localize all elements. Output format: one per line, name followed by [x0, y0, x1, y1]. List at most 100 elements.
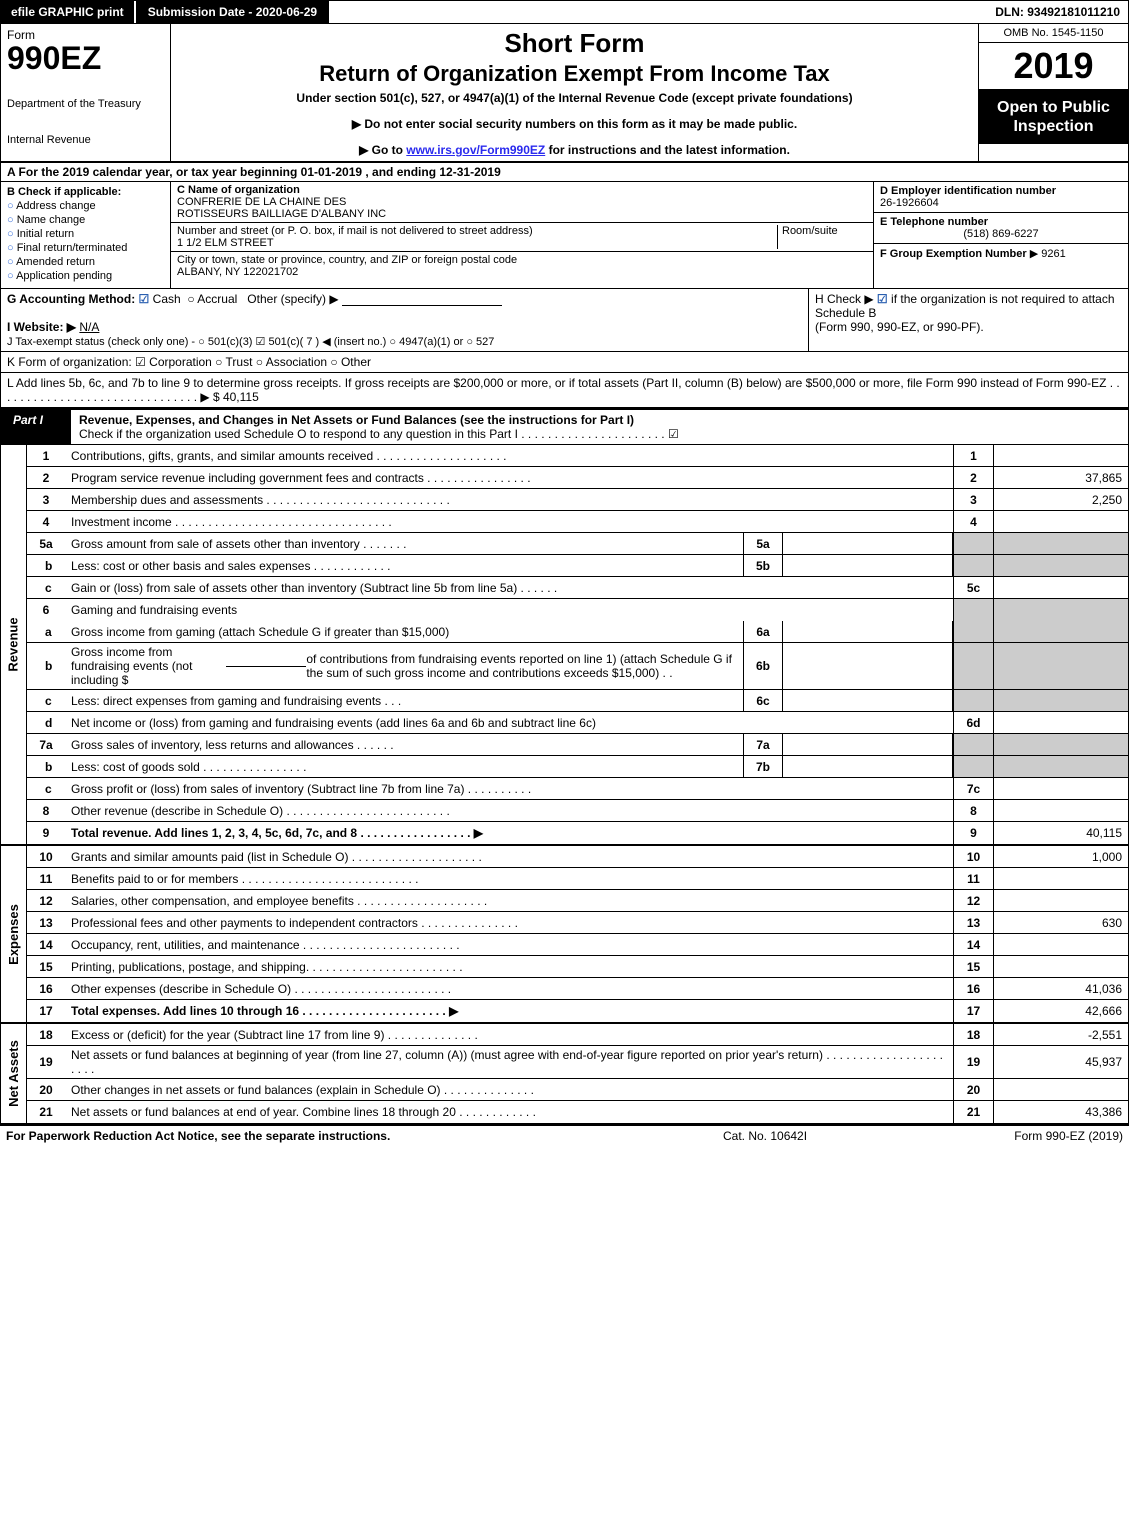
- footer: For Paperwork Reduction Act Notice, see …: [0, 1125, 1129, 1146]
- ein-label: D Employer identification number: [880, 185, 1122, 197]
- line-5a: 5a Gross amount from sale of assets othe…: [27, 533, 1128, 555]
- l6-rn-shade: [953, 599, 993, 621]
- l19-desc: Net assets or fund balances at beginning…: [65, 1046, 953, 1078]
- l5a-rn-shade: [953, 533, 993, 554]
- goto-pre: ▶ Go to: [359, 143, 406, 157]
- part-i-subtitle: Check if the organization used Schedule …: [79, 427, 679, 441]
- l5b-rn-shade: [953, 555, 993, 576]
- part-i-tag: Part I: [1, 410, 71, 444]
- chk-final-return[interactable]: Final return/terminated: [7, 242, 164, 254]
- l1-rn: 1: [953, 445, 993, 466]
- l16-desc: Other expenses (describe in Schedule O) …: [65, 978, 953, 999]
- l18-rv: -2,551: [993, 1024, 1128, 1045]
- l8-desc: Other revenue (describe in Schedule O) .…: [65, 800, 953, 821]
- l5b-mv: [783, 555, 953, 576]
- l2-rv: 37,865: [993, 467, 1128, 488]
- line-8: 8 Other revenue (describe in Schedule O)…: [27, 800, 1128, 822]
- line-19: 19 Net assets or fund balances at beginn…: [27, 1046, 1128, 1079]
- g-cash[interactable]: Cash: [153, 292, 181, 306]
- l6-rv-shade: [993, 599, 1128, 621]
- l21-rn: 21: [953, 1101, 993, 1123]
- line-11: 11 Benefits paid to or for members . . .…: [27, 868, 1128, 890]
- l6b-rv-shade: [993, 643, 1128, 689]
- l15-rv: [993, 956, 1128, 977]
- goto-post: for instructions and the latest informat…: [545, 143, 790, 157]
- side-revenue: Revenue: [1, 445, 27, 844]
- l6b-rn-shade: [953, 643, 993, 689]
- ein-block: D Employer identification number 26-1926…: [874, 182, 1128, 213]
- chk-amended-return[interactable]: Amended return: [7, 256, 164, 268]
- line-6: 6 Gaming and fundraising events: [27, 599, 1128, 621]
- l5b-desc: Less: cost or other basis and sales expe…: [65, 555, 743, 576]
- header-center: Short Form Return of Organization Exempt…: [171, 24, 978, 161]
- l1-num: 1: [27, 445, 65, 466]
- line-14: 14 Occupancy, rent, utilities, and maint…: [27, 934, 1128, 956]
- l6a-rn-shade: [953, 621, 993, 642]
- l5a-mv: [783, 533, 953, 554]
- efile-print-button[interactable]: efile GRAPHIC print: [1, 1, 136, 23]
- col-c: C Name of organization CONFRERIE DE LA C…: [171, 182, 873, 288]
- l18-rn: 18: [953, 1024, 993, 1045]
- l4-rn: 4: [953, 511, 993, 532]
- l5b-rv-shade: [993, 555, 1128, 576]
- line-1: 1 Contributions, gifts, grants, and simi…: [27, 445, 1128, 467]
- l20-num: 20: [27, 1079, 65, 1100]
- l11-num: 11: [27, 868, 65, 889]
- irs-link[interactable]: www.irs.gov/Form990EZ: [406, 143, 545, 157]
- phone-block: E Telephone number (518) 869-6227: [874, 213, 1128, 244]
- l3-desc: Membership dues and assessments . . . . …: [65, 489, 953, 510]
- city-value: ALBANY, NY 122021702: [177, 266, 867, 278]
- ein-value: 26-1926604: [880, 197, 1122, 209]
- form-header: Form 990EZ Department of the Treasury In…: [0, 24, 1129, 163]
- l15-desc: Printing, publications, postage, and shi…: [65, 956, 953, 977]
- row-l-value: ▶ $ 40,115: [200, 390, 258, 404]
- chk-name-change[interactable]: Name change: [7, 214, 164, 226]
- side-netassets: Net Assets: [1, 1024, 27, 1123]
- l12-rn: 12: [953, 890, 993, 911]
- g-other[interactable]: Other (specify) ▶: [247, 292, 338, 306]
- chk-initial-return[interactable]: Initial return: [7, 228, 164, 240]
- l7b-mn: 7b: [743, 756, 783, 777]
- l7c-rv: [993, 778, 1128, 799]
- line-18: 18 Excess or (deficit) for the year (Sub…: [27, 1024, 1128, 1046]
- row-j: J Tax-exempt status (check only one) - ○…: [7, 336, 494, 348]
- l17-num: 17: [27, 1000, 65, 1022]
- l3-rn: 3: [953, 489, 993, 510]
- l21-rv: 43,386: [993, 1101, 1128, 1123]
- h-text1: H Check ▶: [815, 292, 874, 306]
- l1-rv: [993, 445, 1128, 466]
- row-l-text: L Add lines 5b, 6c, and 7b to line 9 to …: [7, 376, 1120, 404]
- l6-desc: Gaming and fundraising events: [65, 599, 953, 621]
- l5b-num: b: [27, 555, 65, 576]
- chk-address-change[interactable]: Address change: [7, 200, 164, 212]
- l7a-mv: [783, 734, 953, 755]
- line-6c: c Less: direct expenses from gaming and …: [27, 690, 1128, 712]
- city-label: City or town, state or province, country…: [177, 254, 867, 266]
- l12-num: 12: [27, 890, 65, 911]
- row-k: K Form of organization: ☑ Corporation ○ …: [0, 352, 1129, 373]
- footer-left: For Paperwork Reduction Act Notice, see …: [6, 1129, 723, 1143]
- l18-num: 18: [27, 1024, 65, 1045]
- h-text3: (Form 990, 990-EZ, or 990-PF).: [815, 320, 984, 334]
- col-def: D Employer identification number 26-1926…: [873, 182, 1128, 288]
- g-accrual[interactable]: Accrual: [197, 292, 237, 306]
- l4-num: 4: [27, 511, 65, 532]
- l13-desc: Professional fees and other payments to …: [65, 912, 953, 933]
- l14-desc: Occupancy, rent, utilities, and maintena…: [65, 934, 953, 955]
- l16-rn: 16: [953, 978, 993, 999]
- l6d-num: d: [27, 712, 65, 733]
- l5a-num: 5a: [27, 533, 65, 554]
- footer-form: Form 990-EZ (2019): [923, 1129, 1123, 1143]
- line-7a: 7a Gross sales of inventory, less return…: [27, 734, 1128, 756]
- l7a-desc: Gross sales of inventory, less returns a…: [65, 734, 743, 755]
- l17-rv: 42,666: [993, 1000, 1128, 1022]
- chk-application-pending[interactable]: Application pending: [7, 270, 164, 282]
- part-i-header: Part I Revenue, Expenses, and Changes in…: [0, 409, 1129, 445]
- l17-rn: 17: [953, 1000, 993, 1022]
- l9-num: 9: [27, 822, 65, 844]
- expenses-section: Expenses 10 Grants and similar amounts p…: [0, 846, 1129, 1024]
- l20-desc: Other changes in net assets or fund bala…: [65, 1079, 953, 1100]
- line-5b: b Less: cost or other basis and sales ex…: [27, 555, 1128, 577]
- l13-num: 13: [27, 912, 65, 933]
- l8-rn: 8: [953, 800, 993, 821]
